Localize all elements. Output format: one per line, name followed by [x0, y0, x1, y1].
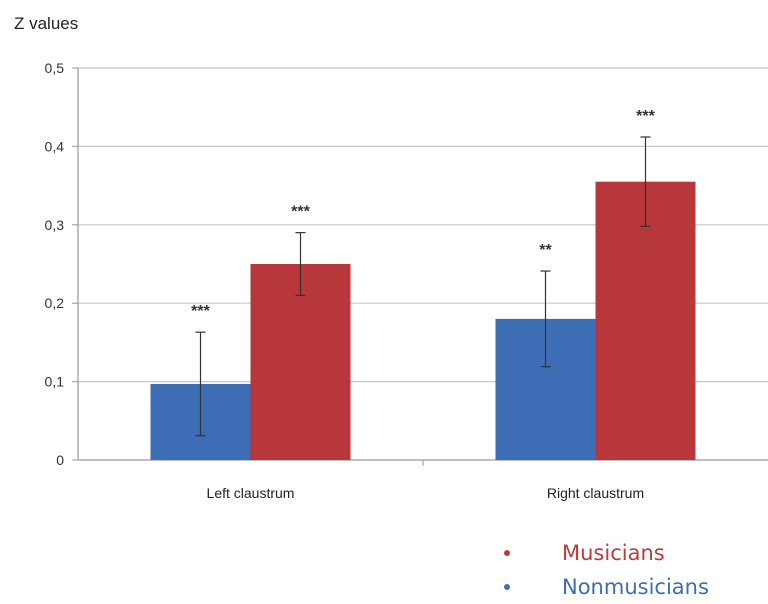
- y-tick-label: 0,5: [45, 60, 65, 76]
- y-tick-label: 0: [56, 452, 64, 468]
- bar-musicians-left: [250, 264, 351, 460]
- y-axis-title: Z values: [14, 14, 79, 33]
- x-tick-label: Right claustrum: [547, 485, 644, 501]
- bar-chart: 00,10,20,30,40,5 *********** Left claust…: [45, 60, 768, 501]
- bar-musicians-right: [595, 181, 696, 460]
- y-axis-ticks: 0 0,1 0,2 0,3 0,4 0,5: [45, 60, 65, 468]
- significance-label: ***: [636, 108, 655, 125]
- legend-marker-musicians: [504, 550, 510, 556]
- bars: [150, 181, 696, 460]
- y-tick-label: 0,2: [45, 295, 65, 311]
- error-bars: [195, 136, 651, 437]
- x-tick-label: Left claustrum: [207, 485, 295, 501]
- x-axis-ticks: Left claustrum Right claustrum: [207, 485, 645, 501]
- legend-label-nonmusicians: Nonmusicians: [562, 575, 709, 599]
- y-tick-label: 0,4: [45, 138, 65, 154]
- significance-labels: ***********: [191, 108, 655, 320]
- legend-label-musicians: Musicians: [562, 541, 665, 565]
- legend-item-musicians: Musicians: [500, 536, 709, 570]
- y-tick-label: 0,1: [45, 374, 65, 390]
- significance-label: **: [539, 242, 552, 259]
- significance-label: ***: [191, 303, 210, 320]
- legend: Musicians Nonmusicians: [500, 536, 709, 604]
- legend-marker-nonmusicians: [504, 584, 510, 590]
- legend-item-nonmusicians: Nonmusicians: [500, 570, 709, 604]
- y-tick-label: 0,3: [45, 217, 65, 233]
- significance-label: ***: [291, 204, 310, 221]
